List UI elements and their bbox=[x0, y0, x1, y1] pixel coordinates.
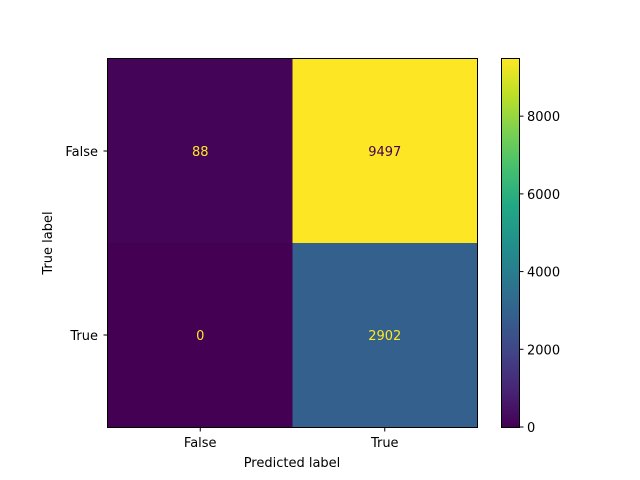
y-tick-label: False bbox=[65, 145, 98, 160]
x-axis-ticks: False True bbox=[184, 427, 399, 451]
x-tick-label: False bbox=[184, 436, 217, 451]
y-axis-ticks: False True bbox=[65, 145, 108, 344]
colorbar-tick-label: 2000 bbox=[527, 343, 560, 358]
heatmap-cells bbox=[108, 59, 478, 428]
colorbar-ticks: 0 2000 4000 6000 8000 bbox=[519, 110, 560, 436]
cell-value-label: 88 bbox=[192, 145, 209, 160]
cell-value-label: 2902 bbox=[368, 329, 401, 344]
colorbar-tick-label: 6000 bbox=[527, 188, 560, 203]
heatmap-cell bbox=[108, 243, 293, 428]
heatmap-cell bbox=[108, 59, 293, 244]
colorbar-tick-label: 0 bbox=[527, 421, 535, 436]
colorbar-frame bbox=[501, 58, 520, 428]
colorbar bbox=[501, 58, 519, 427]
heatmap-cell bbox=[292, 243, 478, 428]
x-axis-label: Predicted label bbox=[244, 456, 341, 471]
x-tick-label: True bbox=[370, 436, 399, 451]
colorbar-tick-label: 4000 bbox=[527, 266, 560, 281]
y-tick-label: True bbox=[69, 329, 98, 344]
cell-value-label: 9497 bbox=[368, 145, 401, 160]
cell-value-label: 0 bbox=[196, 329, 204, 344]
colorbar-tick-label: 8000 bbox=[527, 110, 560, 125]
heatmap-cell bbox=[292, 59, 478, 244]
plot-frame bbox=[107, 58, 478, 428]
y-axis-label: True label bbox=[41, 211, 56, 275]
cell-annotations: 88 9497 0 2902 bbox=[192, 145, 401, 344]
